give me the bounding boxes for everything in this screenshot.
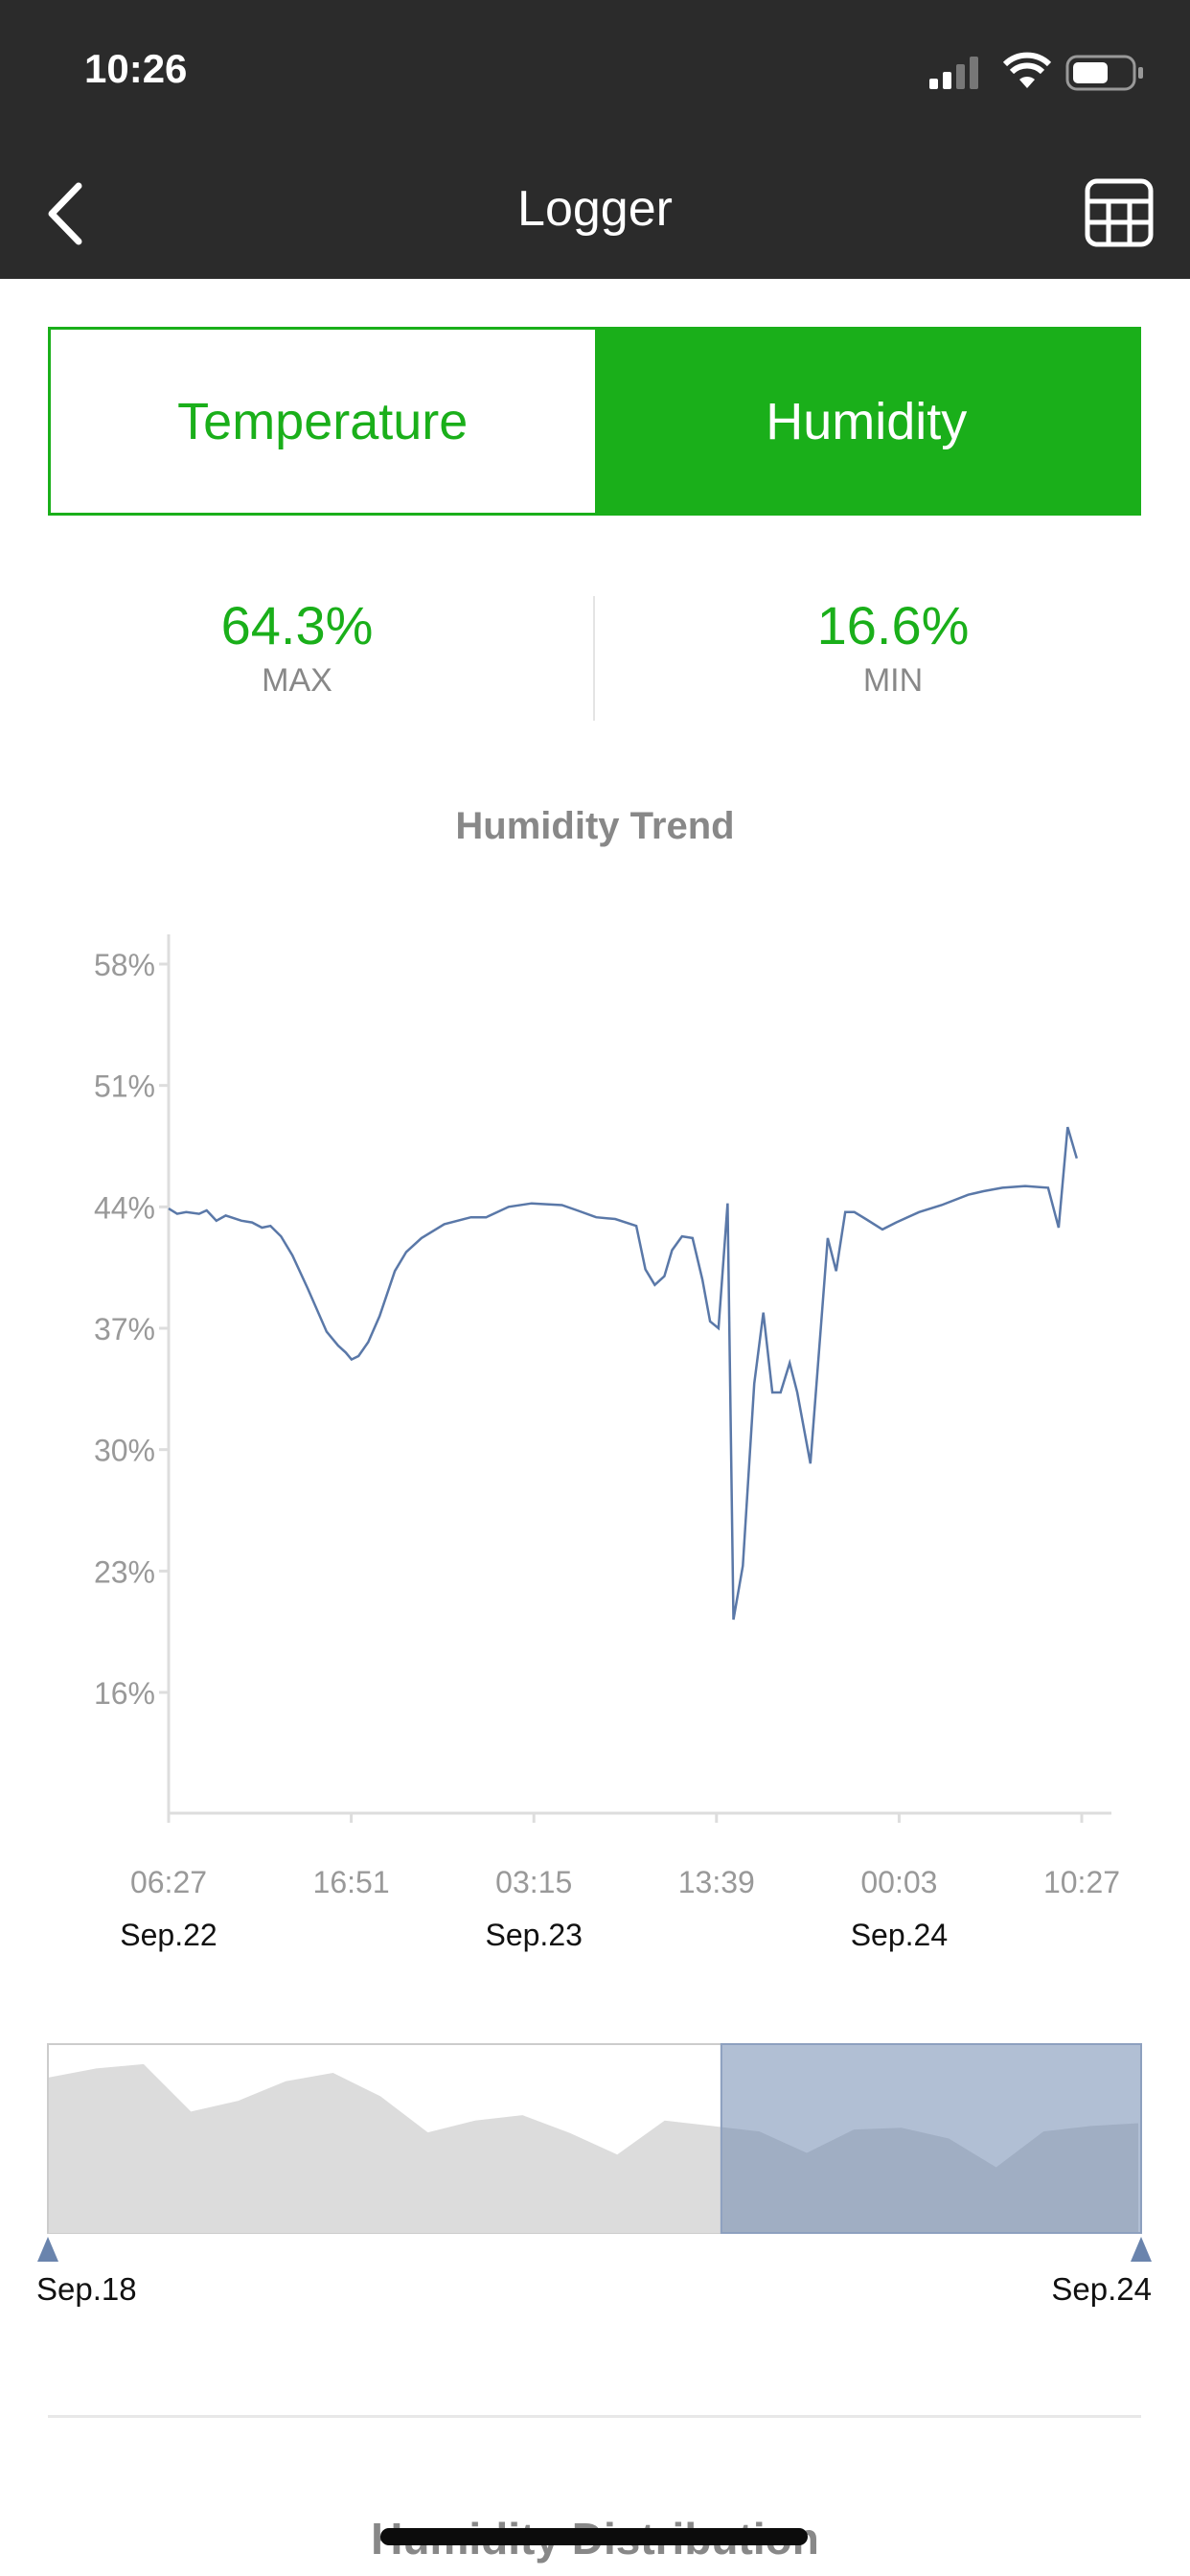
- nav-bar: Logger: [0, 140, 1190, 279]
- range-navigator[interactable]: Sep.18 Sep.24: [0, 2032, 1190, 2319]
- cellular-signal-icon: [929, 57, 978, 89]
- stat-divider: [593, 596, 595, 721]
- chart-title: Humidity Trend: [455, 805, 735, 847]
- navigator-selection[interactable]: [720, 2043, 1143, 2234]
- max-value: 64.3%: [220, 595, 374, 656]
- status-time: 10:26: [84, 46, 188, 91]
- min-value: 16.6%: [816, 595, 970, 656]
- humidity-trend-chart: 58% 51% 44% 37% 30% 23% 16% 06:27 Sep.22 16:51 03:…: [94, 934, 1120, 1952]
- x-tick-date: Sep.22: [120, 1918, 217, 1952]
- home-indicator: [380, 2528, 808, 2545]
- humidity-series-line: [168, 1126, 1079, 1621]
- x-tick-time: 16:51: [313, 1865, 390, 1899]
- navigator-left-handle[interactable]: [37, 2237, 58, 2262]
- y-tick-label: 58%: [94, 948, 155, 982]
- page-title: Logger: [517, 181, 673, 237]
- min-label: MIN: [862, 662, 924, 699]
- x-tick-time: 03:15: [495, 1865, 572, 1899]
- x-tick-time: 00:03: [860, 1865, 937, 1899]
- y-tick-label: 51%: [94, 1070, 155, 1104]
- y-tick-label: 44%: [94, 1190, 155, 1225]
- y-tick-label: 30%: [94, 1434, 155, 1468]
- metric-toggle: Temperature Humidity: [48, 327, 1141, 516]
- table-view-button[interactable]: [1083, 176, 1156, 249]
- max-stat: 64.3% MAX: [0, 594, 594, 700]
- y-tick-label: 23%: [94, 1554, 155, 1589]
- section-divider: [48, 2415, 1141, 2418]
- max-label: MAX: [262, 662, 332, 699]
- tab-temperature[interactable]: Temperature: [51, 330, 595, 513]
- x-tick-time: 06:27: [130, 1865, 207, 1899]
- x-tick-time: 13:39: [678, 1865, 755, 1899]
- y-tick-label: 37%: [94, 1312, 155, 1346]
- wifi-icon: [1002, 52, 1052, 88]
- table-grid-icon: [1085, 178, 1154, 247]
- x-tick-time: 10:27: [1043, 1865, 1120, 1899]
- navigator-right-handle[interactable]: [1131, 2237, 1152, 2262]
- navigator-start-label: Sep.18: [36, 2271, 137, 2307]
- status-bar: 10:26: [0, 0, 1190, 140]
- back-button[interactable]: [40, 180, 88, 247]
- y-tick-label: 16%: [94, 1676, 155, 1711]
- min-stat: 16.6% MIN: [596, 594, 1190, 700]
- x-tick-date: Sep.23: [485, 1918, 582, 1952]
- battery-icon: [1065, 55, 1143, 91]
- tab-humidity[interactable]: Humidity: [594, 330, 1138, 513]
- navigator-end-label: Sep.24: [1051, 2271, 1152, 2307]
- x-tick-date: Sep.24: [851, 1918, 948, 1952]
